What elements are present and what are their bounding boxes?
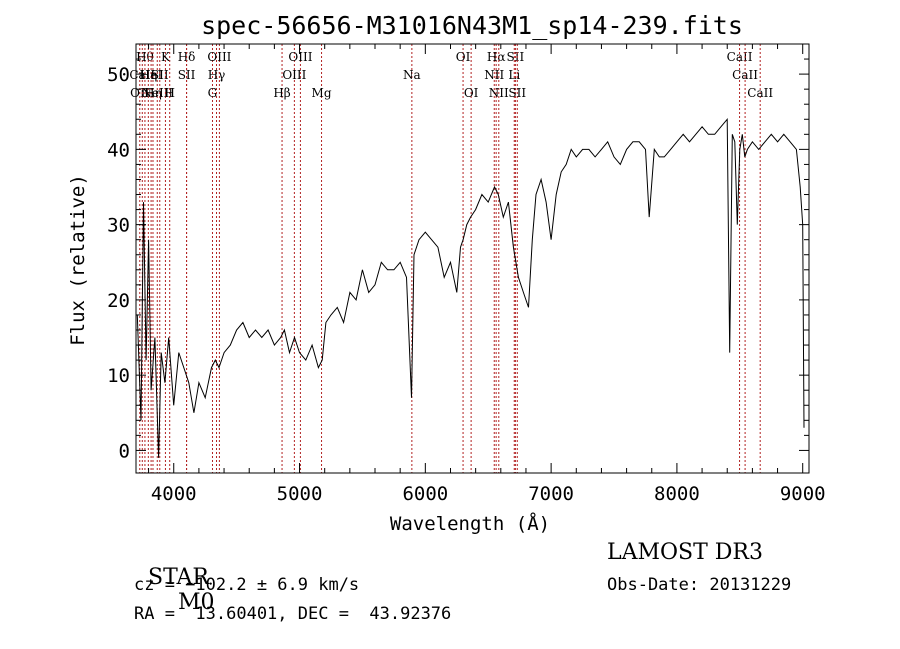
subclass-label: M0 [178,590,215,615]
spectral-line-markers: OIICaIIHθHηHeIHηNeIIISIIKHHδSIIGHγOIIIHβ… [129,44,773,473]
obs-date-label: Obs-Date: 20131229 [607,575,792,595]
x-tick-label-2: 6000 [402,483,448,505]
line-label-16: OIII [282,68,306,82]
line-label-29: CaII [732,68,758,82]
y-axis-label: Flux (relative) [67,174,89,346]
line-label-12: G [208,86,218,100]
coordinates-label: RA = 13.60401, DEC = 43.92376 [134,604,452,624]
spectrum-line [136,117,805,458]
line-label-15: Hβ [273,86,290,100]
x-tick-label-5: 9000 [780,483,826,505]
redshift-label: cz = −102.2 ± 6.9 km/s [134,575,360,595]
y-tick-label-3: 30 [107,215,130,237]
line-label-24: NII [489,86,509,100]
plot-frame [135,43,810,474]
y-tick-label-2: 20 [107,290,130,312]
axis-ticks: 4000 5000 6000 7000 8000 9000 0 10 20 30 40 50 [107,44,826,505]
line-label-21: OI [464,86,479,100]
line-label-20: OI [456,50,471,64]
line-label-30: CaII [747,86,773,100]
line-label-7: SII [151,68,169,82]
line-label-23: Hα [487,50,506,64]
line-label-26: SII [507,50,525,64]
line-label-14: OIII [207,50,231,64]
chart-title: spec-56656-M31016N43M1_sp14-239.fits [201,11,743,40]
x-tick-label-1: 5000 [277,483,323,505]
line-label-28: CaII [727,50,753,64]
y-tick-label-0: 0 [119,440,130,462]
y-tick-label-4: 40 [107,139,130,161]
line-label-27: SII [508,86,526,100]
line-label-25: Li [508,68,520,82]
line-label-2: Hθ [136,50,154,64]
survey-label: LAMOST DR3 [607,540,763,565]
line-label-8: K [161,50,171,64]
line-label-19: Na [403,68,421,82]
object-class: STAR M0 [134,540,215,615]
line-label-17: OIII [288,50,312,64]
line-label-9: H [164,86,174,100]
x-tick-label-0: 4000 [151,483,197,505]
y-tick-label-5: 50 [107,64,130,86]
line-label-22: NII [484,68,504,82]
line-label-13: Hγ [208,68,226,82]
line-label-11: SII [178,68,196,82]
class-label: STAR [148,565,209,590]
x-tick-label-3: 7000 [528,483,574,505]
line-label-18: Mg [312,86,332,100]
y-tick-label-1: 10 [107,365,130,387]
x-axis-label: Wavelength (Å) [390,512,550,535]
line-label-4: HeI [140,68,163,82]
x-tick-label-4: 8000 [654,483,700,505]
line-label-3: Hη [139,68,157,82]
